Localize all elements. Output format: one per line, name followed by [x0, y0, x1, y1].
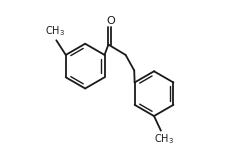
Text: CH$_3$: CH$_3$ [154, 132, 174, 146]
Text: O: O [107, 16, 116, 26]
Text: CH$_3$: CH$_3$ [45, 24, 66, 38]
